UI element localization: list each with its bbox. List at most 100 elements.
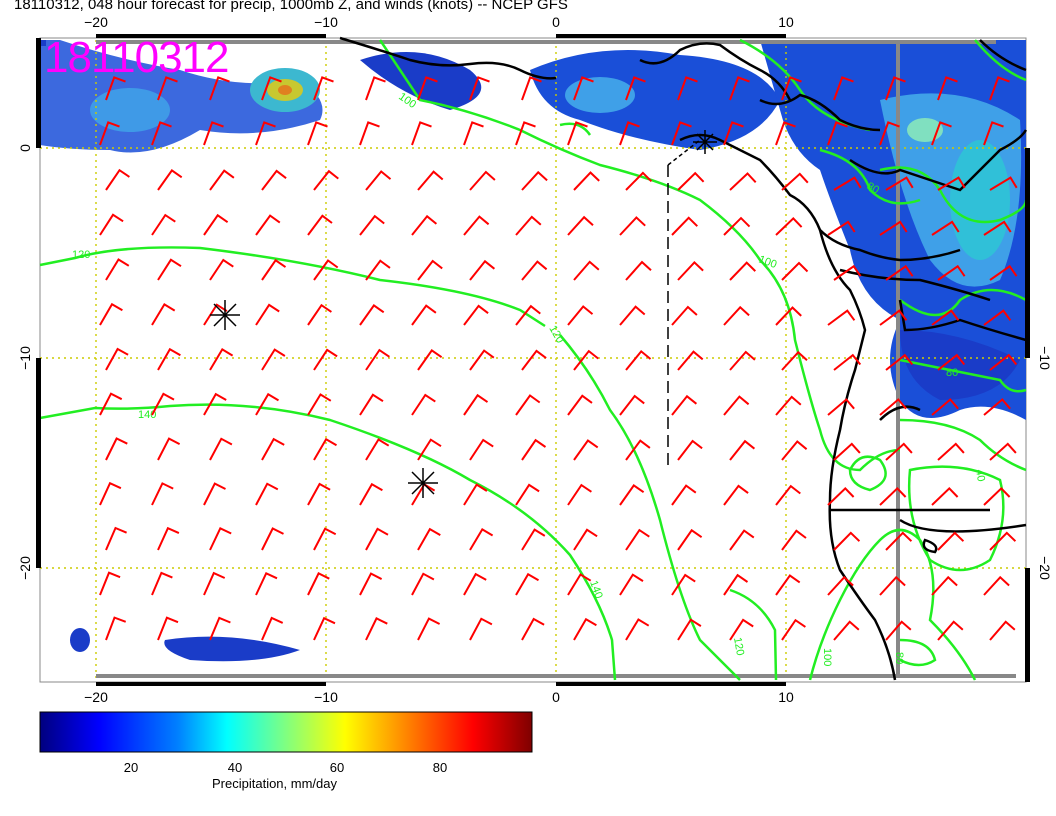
wind-barb	[307, 121, 328, 146]
wind-barb	[469, 438, 494, 461]
bottom-lon-tick: −20	[84, 689, 108, 705]
wind-barb	[417, 527, 441, 551]
wind-barb	[723, 305, 750, 326]
wind-barb	[261, 527, 284, 551]
top-lon-tick: 0	[552, 14, 560, 30]
wind-barb	[261, 76, 282, 101]
wind-barb	[983, 220, 1012, 236]
wind-barb	[515, 572, 539, 596]
wind-barb	[827, 309, 856, 326]
wind-barb	[885, 76, 906, 101]
wind-barb	[99, 571, 121, 596]
wind-barb	[307, 482, 331, 506]
wind-barb	[671, 573, 696, 596]
wind-barb	[879, 220, 908, 236]
wind-barb	[105, 168, 130, 191]
colorbar-tick: 80	[432, 760, 448, 775]
wind-barb	[203, 303, 228, 326]
latlon-grid	[40, 40, 1026, 680]
wind-barb	[255, 121, 276, 146]
bottom-lon-tick: 0	[552, 689, 560, 705]
wind-barb	[625, 439, 651, 461]
wind-barb	[885, 620, 912, 641]
wind-barb	[99, 392, 123, 416]
wind-barb	[879, 309, 908, 326]
wind-barb	[359, 121, 380, 146]
wind-barb	[365, 259, 391, 281]
wind-barb	[365, 527, 389, 551]
wind-barb	[157, 616, 179, 641]
wind-barb	[151, 482, 174, 506]
wind-barb	[833, 620, 860, 641]
wind-barb	[515, 304, 541, 326]
wind-barb	[833, 353, 862, 371]
top-lon-tick: −10	[314, 14, 338, 30]
wind-barb	[203, 392, 227, 416]
wind-barb	[463, 483, 488, 506]
wind-barb	[879, 398, 907, 416]
wind-barb	[983, 121, 1004, 146]
colorbar-tick: 60	[329, 760, 345, 775]
wind-barb	[255, 214, 281, 236]
wind-barb	[781, 618, 806, 641]
wind-barb	[365, 348, 390, 371]
left-lat-tick: −10	[17, 346, 33, 370]
wind-barb	[209, 258, 234, 281]
wind-barb	[775, 574, 801, 596]
contour-label: 100	[757, 254, 778, 272]
wind-barb	[157, 258, 182, 281]
wind-barb	[521, 349, 547, 371]
bottom-lon-tick: −10	[314, 689, 338, 705]
wind-barb	[157, 437, 181, 461]
center-marker-1	[210, 300, 240, 330]
contour-labels: 100 120 120 140 140 120 100 100 80 80 80…	[72, 91, 987, 667]
wind-barb	[463, 304, 489, 326]
wind-barb	[931, 575, 958, 596]
map-title: 18110312, 048 hour forecast for precip, …	[14, 0, 568, 13]
wind-barb	[157, 169, 183, 191]
wind-barb	[671, 394, 698, 416]
wind-barb	[619, 121, 640, 146]
wind-barb	[417, 259, 443, 281]
right-lat-tick: −10	[1037, 346, 1053, 370]
wind-barb	[931, 121, 952, 146]
wind-barb	[833, 442, 861, 461]
wind-barb	[827, 220, 856, 236]
wind-barb	[313, 169, 339, 191]
wind-barb	[313, 437, 337, 461]
wind-barb	[677, 260, 704, 281]
left-lat-tick: −20	[17, 556, 33, 580]
wind-barb	[983, 309, 1012, 326]
wind-barb	[619, 573, 644, 596]
wind-barb	[983, 575, 1010, 596]
wind-barb	[937, 620, 964, 641]
wind-barb	[833, 264, 862, 281]
wind-barb	[411, 393, 436, 416]
wind-barb	[151, 121, 172, 146]
wind-barb	[937, 176, 966, 191]
wind-barb	[573, 439, 599, 461]
wind-barb	[203, 571, 226, 596]
wind-barb	[365, 76, 386, 101]
wind-barb	[151, 392, 175, 416]
wind-barb	[313, 348, 338, 371]
wind-barb	[105, 616, 127, 641]
wind-barb	[203, 121, 224, 146]
wind-barb	[567, 483, 592, 506]
wind-barb	[469, 259, 496, 281]
contour-label: 120	[72, 249, 90, 261]
wind-barb	[625, 618, 650, 641]
wind-barb	[99, 121, 120, 146]
contour-label: 140	[138, 409, 156, 421]
wind-barb	[729, 261, 756, 281]
wind-barb	[209, 348, 234, 371]
wind-barb	[105, 258, 130, 281]
wind-barb	[105, 347, 129, 371]
wind-barb	[157, 76, 178, 101]
wind-barb	[677, 171, 705, 191]
wind-barb	[723, 121, 744, 146]
wind-barb	[307, 214, 333, 236]
wind-barb	[671, 484, 697, 506]
wind-barb	[157, 347, 181, 371]
axis-bars	[36, 34, 1030, 686]
